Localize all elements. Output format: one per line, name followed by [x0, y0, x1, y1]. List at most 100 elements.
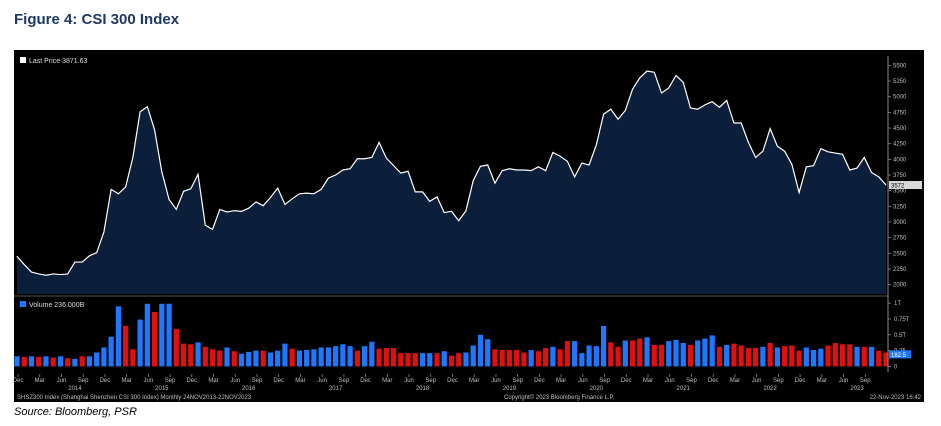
price-point — [306, 192, 308, 194]
volume-bar — [528, 349, 534, 367]
time-tick-label: Jun — [230, 378, 240, 384]
price-point — [762, 150, 764, 152]
time-tick-label: Mar — [382, 378, 392, 384]
price-point — [320, 189, 322, 190]
volume-bar — [716, 346, 723, 367]
csi300-chart: 2000 2250 2500 2750 3000 3250 3500 3750 4000 4250… — [14, 56, 922, 401]
price-point — [574, 176, 576, 178]
price-tick-label: 4750 — [893, 110, 907, 116]
price-point — [610, 108, 612, 110]
price-point — [270, 197, 271, 198]
price-point — [60, 274, 61, 275]
price-point — [740, 122, 742, 124]
volume-bar — [673, 339, 679, 367]
volume-bar — [651, 344, 657, 367]
time-tick-label: Mar — [121, 378, 131, 384]
volume-bar — [123, 325, 129, 367]
price-point — [834, 152, 836, 154]
price-point — [509, 168, 510, 170]
volume-bar — [825, 345, 831, 367]
time-tick-label: Dec — [708, 378, 719, 384]
volume-bar — [144, 303, 150, 367]
price-point — [422, 191, 423, 193]
time-tick-label: Jun — [839, 378, 849, 384]
price-point — [117, 193, 119, 195]
volume-tick-label: 1T — [894, 301, 901, 307]
volume-bar — [456, 353, 462, 367]
volume-tick-label: 0.5T — [894, 333, 906, 339]
figure-title: Figure 4: CSI 300 Index — [14, 11, 180, 28]
volume-bar — [644, 337, 650, 367]
price-point — [813, 165, 814, 167]
volume-bar — [296, 350, 303, 367]
volume-bar — [847, 344, 853, 367]
volume-bar — [709, 335, 715, 367]
time-tick-label: Dec — [14, 378, 23, 384]
volume-last-value: 182.5 — [891, 353, 907, 359]
time-tick-label: Sep — [773, 378, 784, 384]
time-tick-label: Dec — [186, 378, 197, 384]
price-point — [733, 122, 735, 124]
volume-bar — [202, 346, 208, 367]
price-area-fill — [17, 71, 886, 294]
price-point — [465, 210, 467, 212]
price-point — [262, 205, 264, 207]
price-point — [429, 200, 431, 202]
price-point — [646, 70, 648, 72]
volume-bar — [361, 346, 368, 367]
price-point — [878, 176, 880, 178]
volume-bar — [217, 350, 223, 367]
volume-bar — [810, 349, 817, 367]
volume-bar — [600, 325, 607, 367]
price-panel — [16, 70, 887, 294]
time-tick-label: Mar — [817, 378, 827, 384]
year-label: 2015 — [155, 386, 169, 392]
price-axis: 2000 2250 2500 2750 3000 3250 3500 3750 4000 4250… — [888, 63, 922, 289]
price-point — [639, 77, 641, 79]
volume-bar — [340, 344, 346, 367]
volume-bar — [275, 350, 281, 367]
price-point — [653, 71, 655, 73]
time-tick-label: Mar — [730, 378, 740, 384]
volume-bar — [485, 339, 491, 367]
volume-bar — [28, 356, 35, 367]
price-point — [378, 142, 380, 143]
source-note: Source: Bloomberg, PSR — [14, 406, 137, 418]
price-point — [233, 210, 235, 212]
volume-bar — [94, 352, 100, 367]
time-tick-label: Mar — [469, 378, 479, 384]
volume-bar — [695, 340, 701, 367]
price-tick-label: 2250 — [893, 267, 907, 273]
volume-last-value-box — [889, 350, 911, 359]
price-point — [784, 150, 786, 152]
volume-bar — [65, 358, 71, 367]
price-point — [690, 107, 691, 109]
volume-bar — [130, 349, 136, 367]
volume-legend: Volume 236.000B — [29, 302, 85, 309]
price-point — [31, 271, 32, 273]
price-point — [183, 190, 184, 192]
volume-bar — [72, 358, 78, 367]
year-label: 2021 — [677, 386, 691, 392]
price-point — [161, 171, 163, 173]
time-tick-label: Jun — [317, 378, 327, 384]
price-point — [791, 163, 793, 165]
price-point — [284, 204, 286, 205]
volume-bar — [782, 346, 788, 367]
time-tick-label: Dec — [621, 378, 632, 384]
price-point — [480, 165, 481, 167]
price-point — [38, 273, 40, 275]
price-tick-label: 3000 — [893, 220, 907, 226]
price-point — [16, 256, 18, 257]
price-point — [719, 106, 720, 108]
volume-bar — [282, 343, 288, 367]
volume-bar — [36, 356, 42, 367]
price-point — [81, 261, 83, 263]
volume-bar — [434, 353, 440, 367]
price-point — [871, 172, 872, 173]
volume-bar — [687, 344, 694, 367]
volume-tick-label: 0 — [894, 364, 898, 370]
price-point — [23, 264, 25, 265]
volume-bar — [101, 347, 107, 367]
volume-bar — [246, 351, 252, 367]
